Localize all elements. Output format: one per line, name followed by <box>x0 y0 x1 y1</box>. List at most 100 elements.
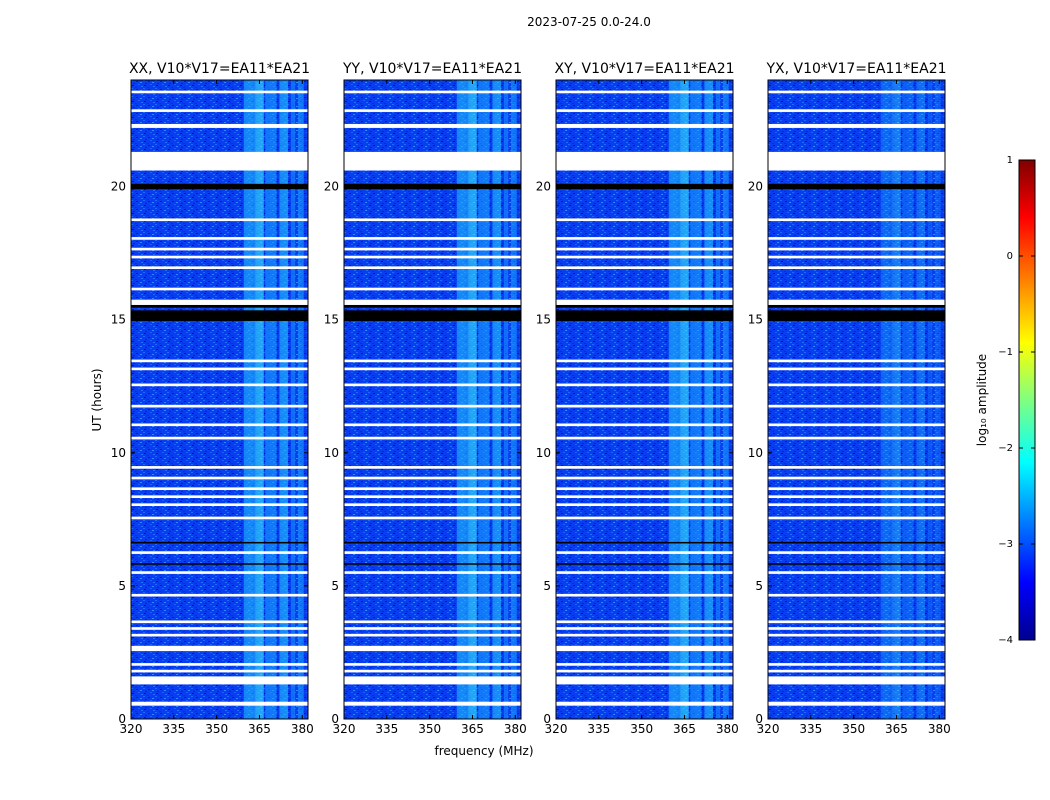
x-tick-label: 350 <box>205 722 228 736</box>
flagged-row <box>344 423 521 427</box>
panel-frame <box>343 79 522 720</box>
flagged-row <box>768 633 945 637</box>
x-tick-label: 380 <box>928 722 951 736</box>
flagged-row <box>344 90 521 94</box>
flagged-row <box>768 627 945 630</box>
flagged-row <box>768 109 945 112</box>
flagged-row <box>768 266 945 270</box>
flagged-row <box>556 359 733 363</box>
x-tick-label: 350 <box>842 722 865 736</box>
flagged-row <box>556 571 733 574</box>
panel-2: XY, V10*V17=EA11*EA21 320 335 350 365 380 0 5 10… <box>536 61 739 736</box>
flagged-row <box>556 669 733 673</box>
flagged-row <box>556 404 733 408</box>
flagged-row <box>556 701 733 706</box>
flagged-row <box>131 299 308 305</box>
flagged-row <box>556 266 733 270</box>
flagged-row <box>344 237 521 240</box>
rfi-band <box>478 80 490 719</box>
flagged-row <box>556 287 733 291</box>
flagged-row <box>556 299 733 305</box>
flagged-row <box>131 487 308 491</box>
flagged-row <box>131 466 308 469</box>
x-tick-label: 335 <box>799 722 822 736</box>
flagged-row <box>344 571 521 574</box>
flagged-row <box>344 503 521 506</box>
y-tick-label: 15 <box>536 313 551 327</box>
flagged-row <box>344 663 521 666</box>
flagged-row <box>131 109 308 112</box>
flagged-row <box>344 593 521 597</box>
flagged-row <box>131 676 308 685</box>
rfi-band <box>704 80 714 719</box>
y-tick-label: 5 <box>755 579 763 593</box>
flagged-row <box>344 476 521 480</box>
flagged-row <box>131 551 308 554</box>
flagged-row-black <box>131 304 308 308</box>
flagged-row <box>768 487 945 491</box>
flagged-row <box>768 151 945 171</box>
y-tick-label: 0 <box>331 712 339 726</box>
x-tick-label: 320 <box>120 722 143 736</box>
colorbar-label: log₁₀ amplitude <box>975 354 989 446</box>
flagged-row <box>131 645 308 652</box>
panels: XX, V10*V17=EA11*EA21 320 335 350 365 380 0 5 10… <box>111 61 951 736</box>
flagged-row <box>768 436 945 440</box>
flagged-row <box>344 247 521 251</box>
flagged-row <box>768 645 945 652</box>
flagged-row <box>556 367 733 371</box>
flagged-row <box>344 669 521 673</box>
colorbar: 1 0 −1 −2 −3 −4 log₁₀ amplitude <box>975 155 1036 646</box>
flagged-row <box>768 495 945 499</box>
flagged-row <box>344 123 521 128</box>
flagged-row <box>768 255 945 259</box>
x-tick-label: 365 <box>461 722 484 736</box>
flagged-row <box>556 676 733 685</box>
colorbar-gradient <box>1018 159 1036 641</box>
flagged-row <box>768 476 945 480</box>
panel-title: XX, V10*V17=EA11*EA21 <box>129 61 310 77</box>
flagged-row <box>344 701 521 706</box>
rfi-band <box>265 80 277 719</box>
flagged-row <box>556 627 733 630</box>
flagged-row <box>131 247 308 251</box>
colorbar-tick-label: −3 <box>998 539 1013 550</box>
x-tick-label: 320 <box>757 722 780 736</box>
rfi-band <box>243 80 256 719</box>
flagged-row <box>556 495 733 499</box>
flagged-row <box>131 287 308 291</box>
flagged-row <box>131 90 308 94</box>
flagged-row-black <box>768 541 945 544</box>
flagged-row <box>131 436 308 440</box>
flagged-row <box>556 247 733 251</box>
figure-title: 2023-07-25 0.0-24.0 <box>527 15 651 29</box>
x-tick-label: 380 <box>291 722 314 736</box>
rfi-band <box>456 80 469 719</box>
flagged-row <box>556 663 733 666</box>
flagged-row <box>131 237 308 240</box>
flagged-row <box>556 255 733 259</box>
flagged-row <box>131 255 308 259</box>
rfi-band <box>935 80 941 719</box>
flagged-row <box>344 359 521 363</box>
flagged-row <box>768 299 945 305</box>
x-tick-label: 350 <box>418 722 441 736</box>
flagged-row-black <box>344 183 521 190</box>
flagged-row-black <box>768 563 945 565</box>
flagged-row <box>768 247 945 251</box>
flagged-row <box>768 466 945 469</box>
flagged-row <box>131 218 308 222</box>
x-tick-label: 335 <box>375 722 398 736</box>
flagged-row-black <box>344 541 521 544</box>
flagged-row <box>556 633 733 637</box>
flagged-row-black <box>556 183 733 190</box>
flagged-row <box>344 218 521 222</box>
flagged-row <box>556 503 733 506</box>
flagged-row <box>768 218 945 222</box>
panel-frame <box>130 79 309 720</box>
flagged-row-black <box>344 563 521 565</box>
flagged-row <box>768 701 945 706</box>
flagged-row <box>768 367 945 371</box>
flagged-row <box>131 516 308 520</box>
flagged-row-black <box>131 310 308 321</box>
